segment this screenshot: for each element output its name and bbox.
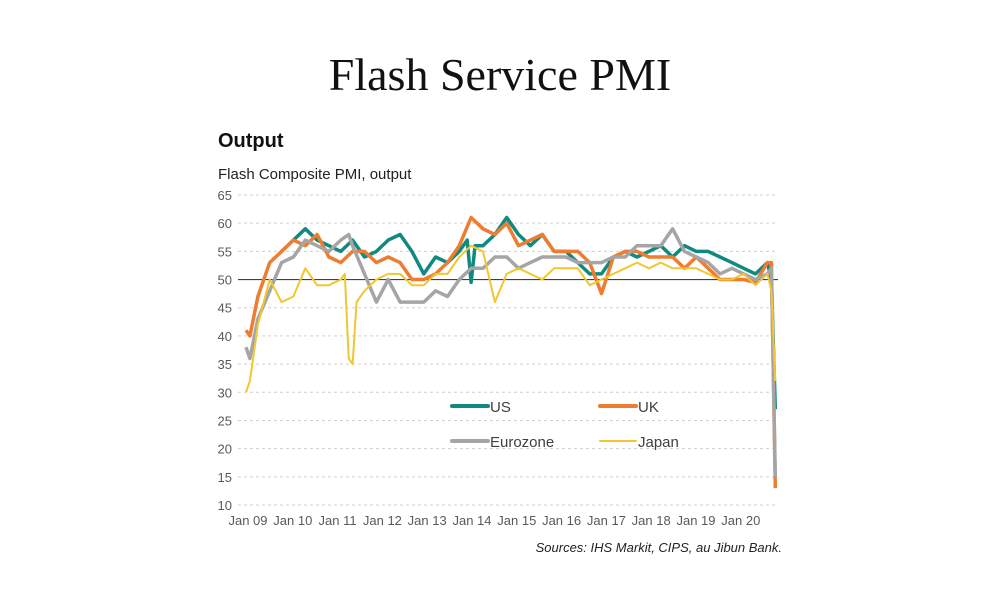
series-line-japan <box>245 244 777 393</box>
chart-title: Output <box>218 130 284 152</box>
y-tick-label: 35 <box>218 357 232 372</box>
y-tick-label: 45 <box>218 301 232 316</box>
chart-subtitle: Flash Composite PMI, output <box>218 166 412 183</box>
y-tick-label: 15 <box>218 470 232 485</box>
x-tick-label: Jan 14 <box>452 513 491 528</box>
x-tick-label: Jan 20 <box>721 513 760 528</box>
x-tick-label: Jan 18 <box>632 513 671 528</box>
x-tick-label: Jan 12 <box>363 513 402 528</box>
legend-label-us: US <box>490 399 511 416</box>
y-tick-label: 60 <box>218 216 232 231</box>
y-tick-label: 30 <box>218 385 232 400</box>
x-tick-label: Jan 09 <box>228 513 267 528</box>
series-line-eurozone <box>244 227 778 477</box>
legend-label-eurozone: Eurozone <box>490 434 554 451</box>
x-tick-label: Jan 13 <box>408 513 447 528</box>
y-tick-label: 40 <box>218 329 232 344</box>
x-tick-label: Jan 19 <box>676 513 715 528</box>
x-tick-label: Jan 15 <box>497 513 536 528</box>
y-tick-label: 10 <box>218 498 232 513</box>
x-tick-label: Jan 16 <box>542 513 581 528</box>
y-tick-label: 55 <box>218 244 232 259</box>
legend-label-uk: UK <box>638 399 659 416</box>
x-tick-label: Jan 10 <box>273 513 312 528</box>
legend-label-japan: Japan <box>638 434 679 451</box>
y-tick-label: 20 <box>218 442 232 457</box>
source-note: Sources: IHS Markit, CIPS, au Jibun Bank… <box>535 540 782 555</box>
y-tick-label: 25 <box>218 413 232 428</box>
x-tick-label: Jan 17 <box>587 513 626 528</box>
y-tick-label: 50 <box>218 273 232 288</box>
x-tick-label: Jan 11 <box>319 513 357 528</box>
y-tick-label: 65 <box>218 188 232 203</box>
page-title: Flash Service PMI <box>328 49 672 100</box>
series-line-us <box>280 215 778 410</box>
